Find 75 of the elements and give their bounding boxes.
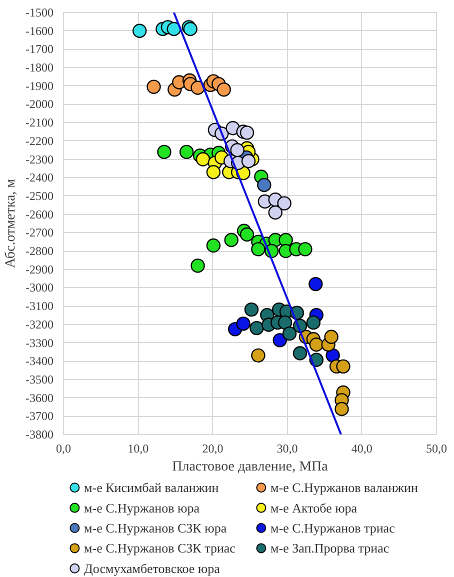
legend-label: м-е С.Нуржанов СЗК триас: [84, 540, 236, 556]
point: [277, 196, 292, 210]
point: [309, 338, 324, 352]
point: [240, 227, 254, 242]
point: [282, 326, 297, 341]
legend-label: м-е С.Нуржанов триас: [270, 520, 396, 536]
y-tick-label: -1900: [26, 78, 54, 93]
point: [179, 144, 194, 160]
point: [166, 22, 182, 36]
point: [272, 333, 287, 348]
point: [244, 302, 259, 317]
y-tick-label: -1500: [26, 6, 54, 20]
y-tick-label: -2400: [26, 170, 54, 185]
y-tick-label: -3400: [26, 354, 54, 368]
point: [240, 126, 254, 140]
y-tick-label: -2900: [26, 262, 54, 276]
legend-label: Досмухамбетовское юра: [84, 560, 220, 576]
point: [251, 242, 266, 256]
x-tick-label: 30,0: [276, 442, 298, 456]
legend-label: м-е Актобе юра: [270, 500, 358, 516]
point: [236, 316, 250, 331]
point: [196, 152, 210, 166]
x-tick-label: 10,0: [128, 442, 149, 456]
y-tick-label: -2000: [26, 97, 54, 112]
y-tick-label: -1800: [26, 60, 54, 75]
y-tick-label: -3300: [26, 336, 54, 350]
point: [334, 402, 349, 416]
point: [268, 205, 282, 220]
point: [241, 154, 256, 168]
point: [324, 330, 338, 344]
point: [216, 82, 231, 97]
point: [206, 165, 221, 180]
legend-label: м-е С.Нуржанов юра: [84, 500, 200, 516]
legend-label: м-е Кисимбай валанжин: [84, 480, 219, 496]
point: [230, 143, 244, 158]
point: [206, 238, 221, 253]
x-tick-label: 40,0: [351, 442, 372, 456]
y-tick-label: -3800: [26, 428, 54, 442]
y-tick-label: -3600: [26, 390, 54, 405]
y-tick-label: -1700: [26, 42, 54, 56]
y-tick-label: -2100: [26, 116, 54, 130]
y-axis-title: Абс.отметка, м: [4, 178, 19, 268]
point: [157, 144, 172, 160]
y-tick-label: -2700: [26, 226, 54, 240]
y-tick-label: -3000: [26, 280, 54, 295]
legend-label: м-е С.Нуржанов валанжин: [270, 480, 418, 496]
y-tick-label: -2200: [26, 134, 54, 148]
point: [257, 178, 272, 192]
point: [132, 24, 147, 38]
y-tick-label: -2600: [26, 207, 54, 222]
x-tick-label: 0,0: [56, 442, 71, 456]
y-tick-label: -3700: [26, 409, 54, 424]
point: [336, 359, 350, 374]
legend-label: м-е Зап.Прорва триас: [270, 540, 390, 556]
y-tick-label: -2300: [26, 152, 54, 166]
y-tick-label: -3500: [26, 372, 54, 386]
point: [190, 258, 205, 273]
point: [146, 80, 161, 94]
y-tick-label: -3200: [26, 317, 54, 332]
x-tick-label: 20,0: [202, 442, 224, 456]
legend-label: м-е С.Нуржанов СЗК юра: [84, 520, 227, 536]
point: [298, 242, 312, 256]
point: [308, 276, 323, 292]
point: [292, 346, 308, 360]
y-tick-label: -1600: [26, 24, 54, 38]
point: [224, 232, 238, 248]
point: [306, 315, 321, 330]
x-axis-title: Пластовое давление, МПа: [172, 460, 329, 474]
y-tick-label: -2500: [26, 188, 54, 203]
y-tick-label: -3100: [26, 299, 54, 314]
point: [251, 348, 266, 363]
y-tick-label: -2800: [26, 244, 54, 258]
point: [278, 315, 292, 330]
x-tick-label: 50,0: [426, 442, 447, 456]
point: [250, 320, 264, 336]
